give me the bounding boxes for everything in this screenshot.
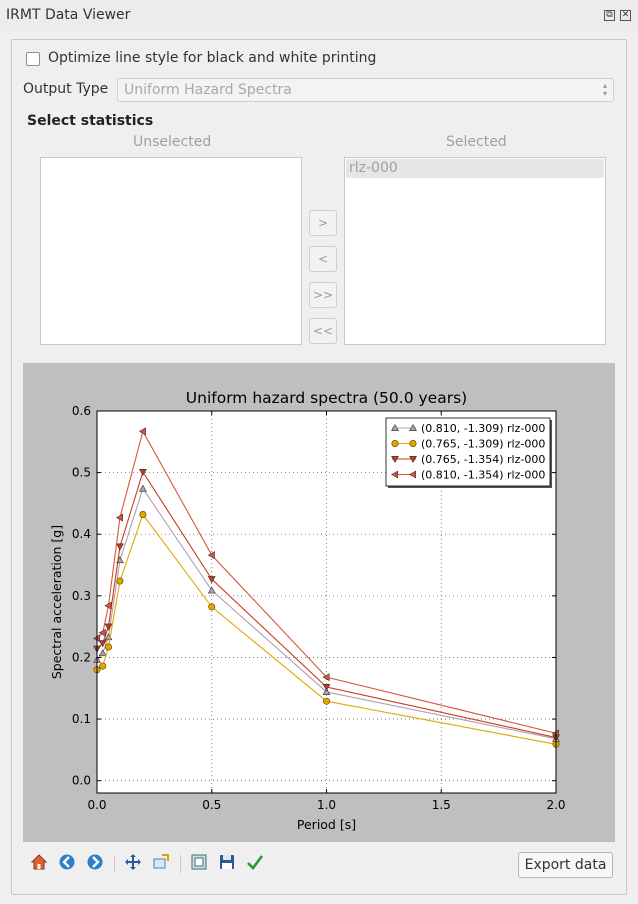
data-point	[104, 623, 113, 631]
x-tick-label: 2.0	[546, 798, 565, 812]
save-icon[interactable]	[216, 853, 238, 875]
data-point	[116, 577, 124, 585]
title-bar: IRMT Data Viewer ⧉ ✕	[0, 0, 638, 32]
series-line	[96, 429, 557, 734]
y-axis-label: Spectral acceleration [g]	[49, 525, 64, 679]
updown-arrows-icon: ▴ ▾	[602, 81, 607, 98]
x-tick-label: 1.0	[317, 798, 336, 812]
export-data-button[interactable]: Export data	[518, 852, 613, 878]
x-tick-label: 0.5	[202, 798, 221, 812]
series-2	[93, 511, 560, 748]
x-tick-label: 0.0	[87, 798, 106, 812]
data-point	[98, 649, 107, 657]
uhs-chart: 0.0 0.5 1.0 1.5 2.0 0.0 0.1 0.2 0.3 0.4 0.5 0.6 Unif…	[49, 389, 566, 832]
y-tick-label: 0.0	[72, 774, 91, 788]
legend-marker	[391, 440, 399, 448]
x-tick-label: 1.5	[432, 798, 451, 812]
y-tick-label: 0.4	[72, 527, 91, 541]
selected-header: Selected	[446, 134, 507, 150]
bw-printing-checkbox[interactable]	[26, 52, 40, 66]
data-point	[138, 484, 147, 492]
plot-canvas[interactable]: 0.0 0.5 1.0 1.5 2.0 0.0 0.1 0.2 0.3 0.4 0.5 0.6 Unif…	[23, 363, 615, 842]
legend-marker	[391, 455, 399, 464]
data-point	[138, 468, 147, 477]
back-icon[interactable]	[56, 853, 78, 875]
legend-marker	[391, 423, 399, 432]
data-point	[115, 513, 123, 522]
y-tick-label: 0.6	[72, 404, 91, 418]
data-point	[104, 643, 112, 651]
list-item[interactable]: rlz-000	[346, 159, 604, 178]
legend-marker	[409, 440, 417, 448]
chart-legend: (0.810, -1.309) rlz-000 (0.765, -1.309) r…	[385, 417, 552, 488]
data-point	[207, 576, 216, 584]
data-point	[116, 543, 124, 551]
data-point	[322, 684, 331, 692]
bw-printing-label[interactable]: Optimize line style for black and white …	[48, 50, 377, 66]
data-point	[98, 628, 106, 637]
forward-icon[interactable]	[84, 853, 106, 875]
configure-icon[interactable]	[188, 853, 210, 875]
data-point	[207, 586, 216, 594]
data-point	[98, 640, 107, 648]
float-icon[interactable]: ⧉	[604, 10, 615, 21]
output-type-select[interactable]: Uniform Hazard Spectra ▴ ▾	[117, 78, 614, 102]
legend-marker	[409, 455, 417, 464]
legend-label: (0.810, -1.354) rlz-000	[421, 469, 545, 482]
window-title: IRMT Data Viewer	[6, 7, 131, 23]
pan-icon[interactable]	[122, 853, 144, 875]
home-icon[interactable]	[28, 853, 50, 875]
data-point	[104, 601, 112, 610]
unselected-list[interactable]	[40, 157, 302, 345]
chart-title: Uniform hazard spectra (50.0 years)	[186, 389, 467, 407]
data-point	[322, 697, 330, 705]
data-point	[322, 687, 331, 695]
legend-marker	[408, 470, 417, 479]
series-1	[93, 484, 560, 742]
legend-label: (0.765, -1.309) rlz-000	[421, 438, 545, 451]
series-line	[96, 487, 557, 740]
output-type-value: Uniform Hazard Spectra	[124, 82, 292, 98]
edit-curves-icon[interactable]	[244, 853, 266, 875]
y-tick-label: 0.5	[72, 466, 91, 480]
add-all-button[interactable]: >>	[309, 282, 337, 308]
legend-marker	[409, 423, 417, 432]
remove-button[interactable]: <	[309, 246, 337, 272]
legend-marker	[390, 470, 399, 479]
data-point	[138, 427, 146, 436]
x-axis-label: Period [s]	[297, 817, 356, 832]
legend-label: (0.765, -1.354) rlz-000	[421, 453, 545, 466]
unselected-header: Unselected	[133, 134, 212, 150]
zoom-icon[interactable]	[150, 853, 172, 875]
data-point	[99, 662, 107, 670]
remove-all-button[interactable]: <<	[309, 318, 337, 344]
y-tick-label: 0.2	[72, 650, 91, 664]
data-point	[208, 603, 216, 611]
data-point	[207, 551, 215, 560]
data-point	[322, 673, 330, 682]
add-button[interactable]: >	[309, 210, 337, 236]
legend-label: (0.810, -1.309) rlz-000	[421, 422, 545, 435]
selected-list[interactable]: rlz-000	[344, 157, 606, 345]
select-statistics-title: Select statistics	[27, 113, 154, 129]
output-type-label: Output Type	[23, 81, 109, 97]
y-tick-label: 0.1	[72, 712, 91, 726]
data-point	[139, 511, 147, 519]
close-icon[interactable]: ✕	[620, 10, 631, 21]
y-tick-label: 0.3	[72, 589, 91, 603]
